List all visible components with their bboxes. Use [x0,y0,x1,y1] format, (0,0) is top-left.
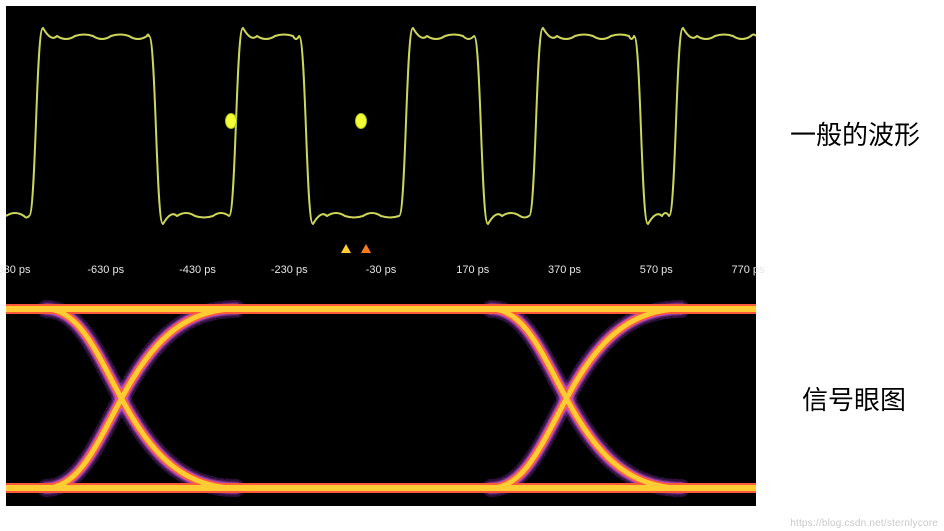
label-waveform: 一般的波形 [790,115,920,152]
eye-transition [46,309,236,488]
trigger-marker-icon [341,244,351,253]
eye-transition [491,309,681,488]
eye-transition [491,309,681,488]
eye-transition [491,309,681,488]
time-axis: 830 ps-630 ps-430 ps-230 ps-30 ps170 ps3… [6,256,756,286]
time-tick-label: 830 ps [0,264,31,276]
waveform-path [6,28,756,224]
time-tick-label: -630 ps [87,264,124,276]
eye-transition [46,309,236,488]
eye-transition [491,309,681,488]
time-tick-label: 170 ps [456,264,489,276]
eye-transition [491,309,681,488]
waveform-area [6,6,756,256]
eye-transition [491,309,681,488]
eye-transition [46,309,236,488]
waveform-trace [6,6,756,256]
eye-transition [46,309,236,488]
eye-transition [491,309,681,488]
eye-diagram-area [6,291,756,506]
trigger-marker-icon [361,244,371,253]
time-tick-label: -30 ps [366,264,397,276]
eye-transition [46,309,236,488]
eye-transition [46,309,236,488]
cursor-a-icon[interactable] [225,113,237,129]
label-eye-diagram: 信号眼图 [802,380,906,417]
time-tick-label: 370 ps [548,264,581,276]
watermark-text: https://blog.csdn.net/sternlycore [790,518,938,529]
time-tick-label: 570 ps [640,264,673,276]
time-tick-label: -230 ps [271,264,308,276]
cursor-b-icon[interactable] [355,113,367,129]
eye-transition [46,309,236,488]
oscilloscope-panel: 830 ps-630 ps-430 ps-230 ps-30 ps170 ps3… [6,6,756,506]
eye-transition [491,309,681,488]
eye-transition [46,309,236,488]
eye-diagram [6,291,756,506]
time-tick-label: 770 ps [731,264,764,276]
time-tick-label: -430 ps [179,264,216,276]
